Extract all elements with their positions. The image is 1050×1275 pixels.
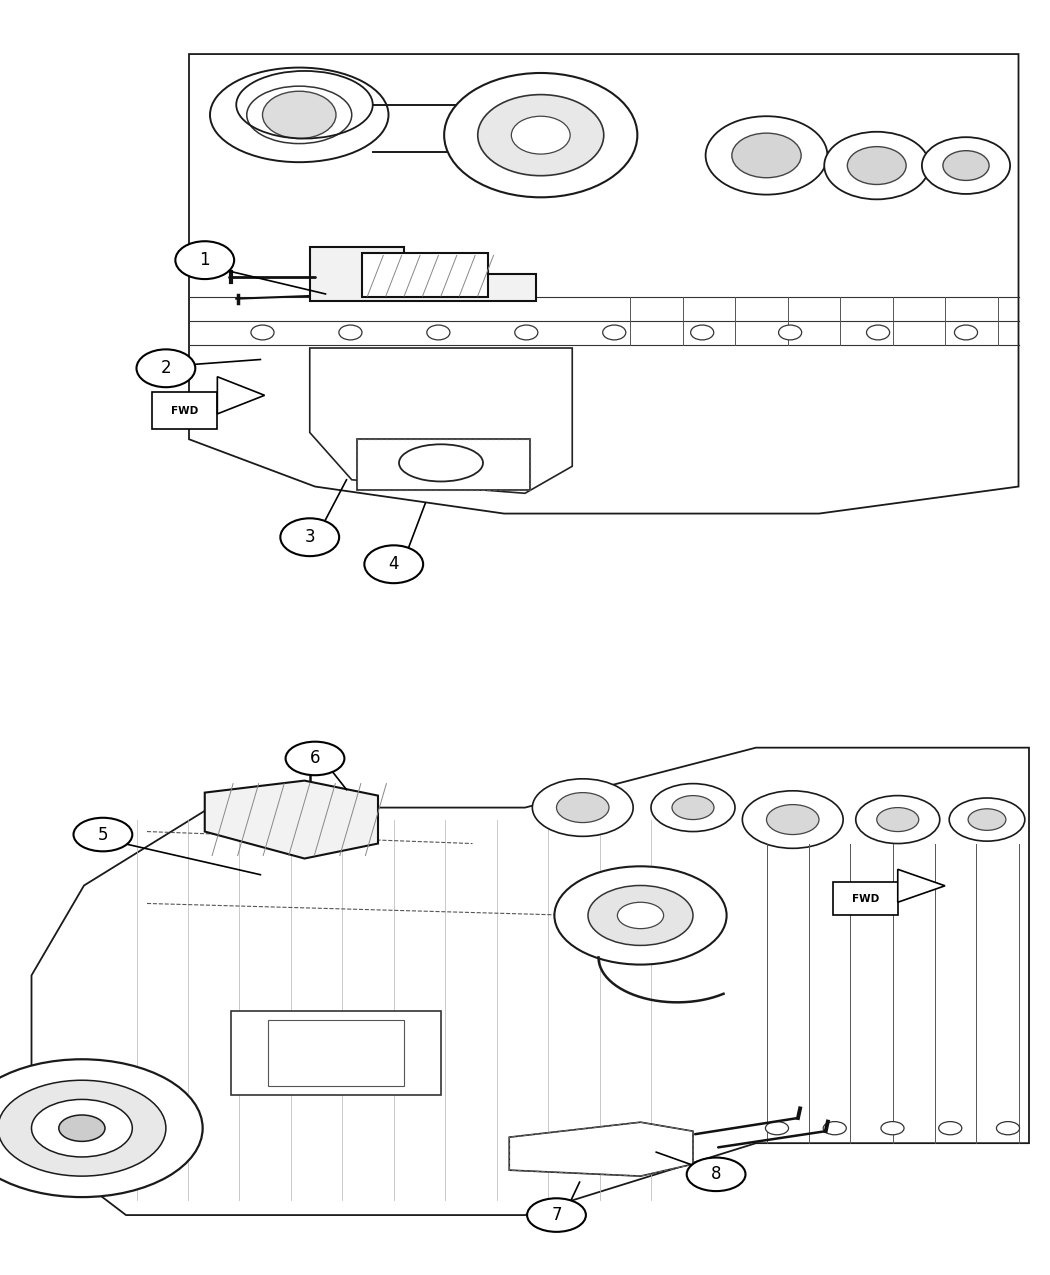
Circle shape	[280, 519, 339, 556]
Polygon shape	[898, 870, 945, 903]
Circle shape	[687, 1158, 746, 1191]
Circle shape	[514, 325, 538, 340]
Circle shape	[364, 546, 423, 583]
Circle shape	[511, 116, 570, 154]
Circle shape	[74, 817, 132, 852]
Bar	[357, 439, 530, 490]
Polygon shape	[509, 1122, 693, 1176]
Text: 5: 5	[98, 825, 108, 844]
Polygon shape	[310, 348, 572, 493]
Circle shape	[691, 325, 714, 340]
Polygon shape	[310, 246, 536, 301]
Circle shape	[532, 779, 633, 836]
Circle shape	[847, 147, 906, 185]
Text: 1: 1	[200, 251, 210, 269]
Circle shape	[672, 796, 714, 820]
Circle shape	[856, 796, 940, 844]
Circle shape	[426, 325, 449, 340]
Circle shape	[651, 784, 735, 831]
Circle shape	[881, 1122, 904, 1135]
Bar	[833, 882, 898, 915]
Circle shape	[732, 133, 801, 177]
Circle shape	[823, 1122, 846, 1135]
Circle shape	[939, 1122, 962, 1135]
Circle shape	[766, 805, 819, 835]
Circle shape	[0, 1060, 203, 1197]
Circle shape	[588, 885, 693, 946]
Circle shape	[603, 325, 626, 340]
Text: FWD: FWD	[852, 894, 879, 904]
Bar	[152, 391, 217, 430]
Circle shape	[0, 1080, 166, 1176]
Text: 8: 8	[711, 1165, 721, 1183]
Text: FWD: FWD	[171, 405, 198, 416]
Text: 7: 7	[551, 1206, 562, 1224]
Circle shape	[765, 1122, 789, 1135]
Circle shape	[954, 325, 978, 340]
Text: 4: 4	[388, 555, 399, 574]
Circle shape	[339, 325, 362, 340]
Circle shape	[968, 808, 1006, 830]
Circle shape	[996, 1122, 1020, 1135]
Circle shape	[478, 94, 604, 176]
Circle shape	[866, 325, 889, 340]
Circle shape	[262, 92, 336, 139]
Circle shape	[617, 903, 664, 928]
Circle shape	[706, 116, 827, 195]
Text: 3: 3	[304, 528, 315, 546]
Circle shape	[136, 349, 195, 388]
Circle shape	[949, 798, 1025, 842]
Circle shape	[824, 131, 929, 199]
Circle shape	[286, 742, 344, 775]
Circle shape	[554, 866, 727, 965]
Circle shape	[59, 1116, 105, 1141]
Circle shape	[175, 241, 234, 279]
Circle shape	[922, 138, 1010, 194]
Circle shape	[877, 807, 919, 831]
Bar	[231, 1011, 441, 1095]
Circle shape	[527, 1198, 586, 1232]
Text: 6: 6	[310, 750, 320, 768]
Circle shape	[444, 73, 637, 198]
Polygon shape	[217, 376, 265, 414]
Bar	[362, 254, 488, 297]
Circle shape	[779, 325, 802, 340]
Bar	[357, 439, 530, 490]
Circle shape	[251, 325, 274, 340]
Bar	[268, 1020, 404, 1086]
Circle shape	[556, 793, 609, 822]
Circle shape	[32, 1099, 132, 1156]
Circle shape	[742, 790, 843, 848]
Polygon shape	[189, 54, 1018, 514]
Circle shape	[943, 150, 989, 181]
Polygon shape	[205, 780, 378, 858]
Text: 2: 2	[161, 360, 171, 377]
Polygon shape	[32, 747, 1029, 1215]
